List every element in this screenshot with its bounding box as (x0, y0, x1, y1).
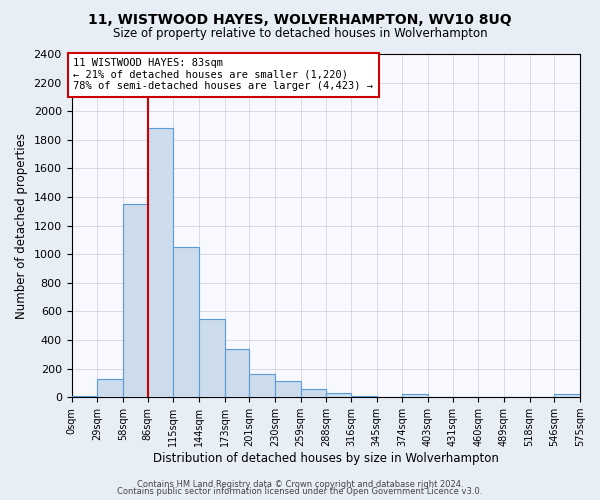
Bar (504, 396, 530, 397)
Bar (326, 393, 351, 397)
Bar (275, 382, 301, 397)
Bar (530, 396, 554, 397)
Bar (71, 396, 97, 397)
Bar (428, 396, 452, 397)
Bar (554, 394, 580, 397)
Y-axis label: Number of detached properties: Number of detached properties (15, 132, 28, 318)
Text: Size of property relative to detached houses in Wolverhampton: Size of property relative to detached ho… (113, 28, 487, 40)
Bar (377, 396, 402, 397)
Bar (148, 128, 173, 397)
Bar (123, 204, 148, 397)
Bar (351, 396, 377, 397)
Bar (478, 396, 504, 397)
Text: 11 WISTWOOD HAYES: 83sqm
← 21% of detached houses are smaller (1,220)
78% of sem: 11 WISTWOOD HAYES: 83sqm ← 21% of detach… (73, 58, 373, 92)
Text: Contains public sector information licensed under the Open Government Licence v3: Contains public sector information licen… (118, 488, 482, 496)
Bar (97, 380, 123, 397)
Bar (402, 394, 428, 397)
X-axis label: Distribution of detached houses by size in Wolverhampton: Distribution of detached houses by size … (153, 452, 499, 465)
Bar (224, 348, 249, 397)
Bar (199, 318, 224, 397)
Bar (249, 374, 275, 397)
Text: Contains HM Land Registry data © Crown copyright and database right 2024.: Contains HM Land Registry data © Crown c… (137, 480, 463, 489)
Bar (173, 247, 199, 397)
Bar (301, 388, 326, 397)
Bar (452, 396, 478, 397)
Text: 11, WISTWOOD HAYES, WOLVERHAMPTON, WV10 8UQ: 11, WISTWOOD HAYES, WOLVERHAMPTON, WV10 … (88, 12, 512, 26)
